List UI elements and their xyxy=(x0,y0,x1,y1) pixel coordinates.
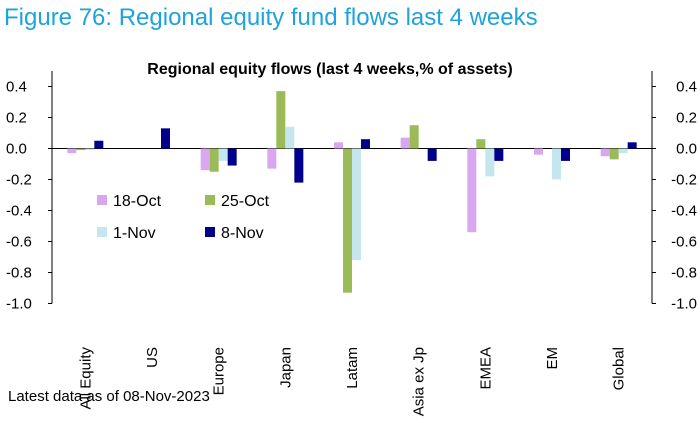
bar-8-nov-em xyxy=(561,148,570,161)
y-tick-label-left: -0.8 xyxy=(6,265,32,282)
bar-1-nov-emea xyxy=(485,148,495,177)
bar-18-oct-emea xyxy=(467,148,477,233)
y-tick-label-left: -0.2 xyxy=(6,172,32,189)
y-tick-label-left: -0.4 xyxy=(6,203,32,220)
figure-title: Figure 76: Regional equity fund flows la… xyxy=(4,4,538,31)
x-tick-label: Japan xyxy=(277,347,294,388)
legend-label-1-nov: 1-Nov xyxy=(113,225,156,242)
legend-swatch-8-nov xyxy=(205,227,215,237)
bar-8-nov-europe xyxy=(227,148,237,166)
bar-18-oct-asia-ex-jp xyxy=(400,137,410,149)
y-tick-label-right: -1.0 xyxy=(671,296,697,313)
y-tick-label-right: 0.2 xyxy=(676,110,697,127)
bar-1-nov-em xyxy=(552,148,561,180)
bar-18-oct-europe xyxy=(200,148,210,171)
x-tick-label: All Equity xyxy=(77,347,94,410)
bar-25-oct-japan xyxy=(276,91,286,149)
bar-8-nov-global xyxy=(627,142,637,149)
x-tick-label: Latam xyxy=(344,347,361,389)
bar-8-nov-japan xyxy=(294,148,304,183)
bar-8-nov-us xyxy=(161,128,170,149)
y-tick-label-right: 0.4 xyxy=(676,79,697,96)
bar-1-nov-europe xyxy=(218,148,228,161)
y-tick-label-left: 0.2 xyxy=(6,110,27,127)
y-tick-label-right: -0.8 xyxy=(671,265,697,282)
y-tick-label-left: -1.0 xyxy=(6,296,32,313)
y-tick-label-left: -0.6 xyxy=(6,234,32,251)
chart-title: Regional equity flows (last 4 weeks,% of… xyxy=(147,61,512,78)
x-tick-label: Asia ex Jp xyxy=(411,347,428,416)
y-tick-label-right: -0.4 xyxy=(671,203,697,220)
plot-area: 0.4 0.4 0.2 0.2 0.0 0.0 -0.2 -0.2 -0.4 -0.4 -0.6 -0… xyxy=(6,71,697,416)
bar-18-oct-all-equity xyxy=(67,148,77,154)
bar-25-oct-emea xyxy=(476,139,486,149)
bar-25-oct-asia-ex-jp xyxy=(409,125,419,149)
bar-8-nov-asia-ex-jp xyxy=(427,148,437,161)
bar-25-oct-latam xyxy=(343,148,352,293)
legend-swatch-25-oct xyxy=(205,195,215,205)
y-tick-label-left: 0.4 xyxy=(6,79,27,96)
bar-25-oct-europe xyxy=(209,148,219,172)
bar-18-oct-global xyxy=(600,148,610,157)
bar-25-oct-global xyxy=(609,148,619,160)
legend-label-25-oct: 25-Oct xyxy=(221,193,270,210)
y-tick-label-right: -0.6 xyxy=(671,234,697,251)
footnote: Latest data as of 08-Nov-2023 xyxy=(8,388,210,405)
bar-8-nov-latam xyxy=(361,139,370,149)
bar-18-oct-japan xyxy=(267,148,277,169)
x-tick-label: US xyxy=(144,347,161,368)
bar-8-nov-all-equity xyxy=(94,140,104,149)
x-tick-label: Global xyxy=(611,347,628,390)
y-tick-label-right: 0.0 xyxy=(676,141,697,158)
bar-1-nov-japan xyxy=(285,126,295,149)
x-tick-label: EM xyxy=(544,347,561,370)
bar-1-nov-all-equity xyxy=(85,148,95,151)
y-tick-label-left: 0.0 xyxy=(6,141,27,158)
legend-label-18-oct: 18-Oct xyxy=(113,193,162,210)
y-tick-label-right: -0.2 xyxy=(671,172,697,189)
x-tick-label: EMEA xyxy=(477,347,494,390)
legend-swatch-1-nov xyxy=(97,227,107,237)
bar-8-nov-emea xyxy=(494,148,504,161)
legend-swatch-18-oct xyxy=(97,195,107,205)
x-tick-label: Europe xyxy=(211,347,228,395)
bar-18-oct-em xyxy=(534,148,543,155)
bar-18-oct-latam xyxy=(334,142,343,149)
bar-25-oct-all-equity xyxy=(76,148,86,151)
bar-1-nov-latam xyxy=(352,148,361,261)
legend-label-8-nov: 8-Nov xyxy=(221,225,264,242)
bar-1-nov-global xyxy=(618,148,628,154)
